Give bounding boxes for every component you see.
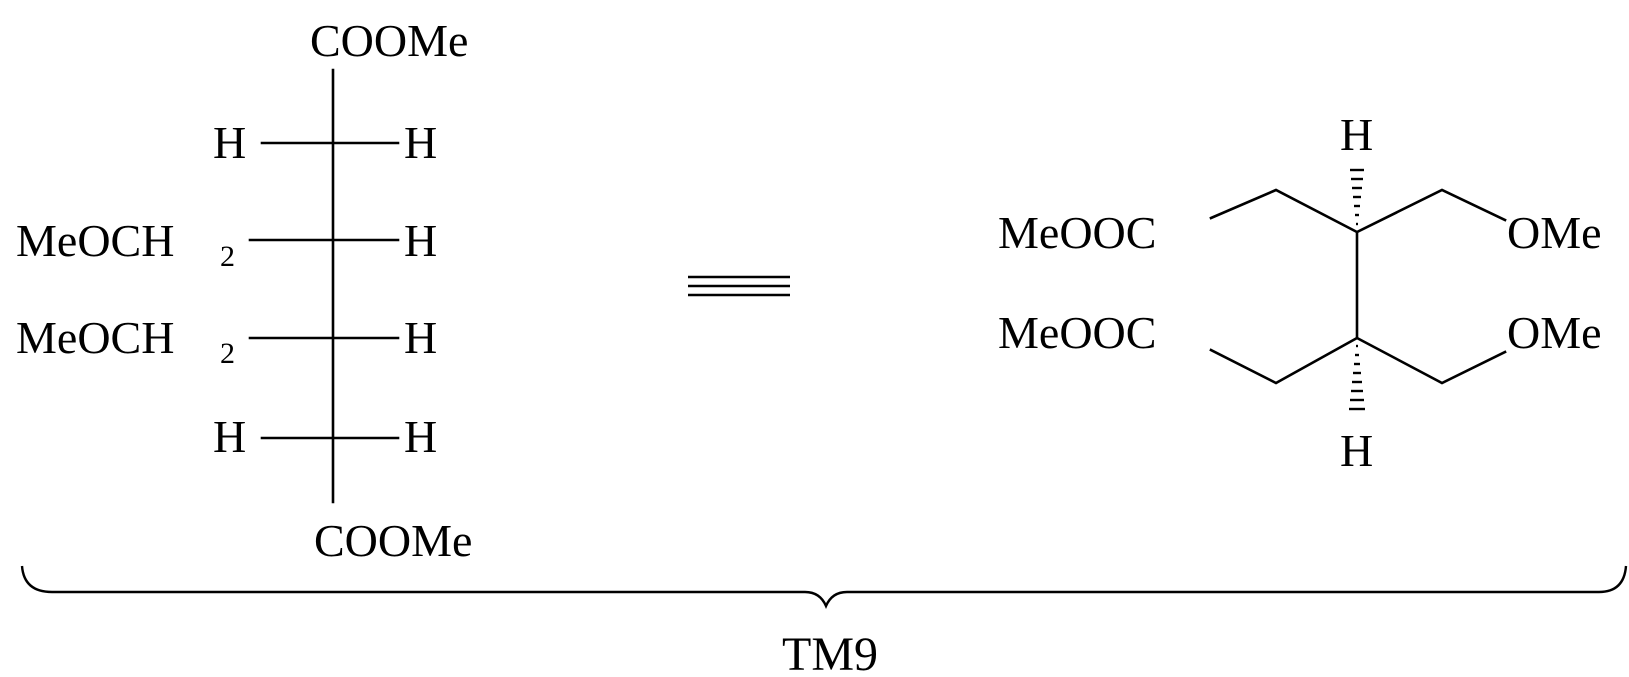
caption-label: TM9	[782, 628, 878, 677]
skeletal-top-left-group: MeOOC	[998, 207, 1156, 258]
fischer-row-1-left: H	[213, 117, 246, 168]
underbrace	[20, 565, 1628, 610]
fischer-projection: COOMe H H MeOCH 2 H MeOCH 2 H H H COOMe	[16, 15, 472, 566]
skeletal-top-right-group: OMe	[1507, 207, 1602, 258]
bottom-left-chain	[1209, 336, 1359, 385]
fischer-row-3-left-subscript: 2	[220, 337, 235, 370]
fischer-row-3-right: H	[404, 312, 437, 363]
fischer-row-2-left-subscript: 2	[220, 240, 235, 273]
top-left-chain	[1209, 188, 1359, 234]
identical-to-symbol	[688, 275, 790, 297]
fischer-top-group: COOMe	[310, 15, 468, 66]
skeletal-bottom-left-group: MeOOC	[998, 307, 1156, 358]
fischer-row-3-left: MeOCH	[16, 312, 174, 363]
top-right-chain	[1355, 188, 1507, 234]
fischer-bottom-group: COOMe	[314, 515, 472, 566]
skeletal-top-h: H	[1340, 109, 1373, 160]
fischer-row-2-right: H	[404, 215, 437, 266]
bottom-hashed-wedge	[1349, 344, 1365, 411]
fischer-row-4-left: H	[213, 411, 246, 462]
fischer-row-4-right: H	[404, 411, 437, 462]
fischer-row-2-left: MeOCH	[16, 215, 174, 266]
bottom-right-chain	[1355, 336, 1507, 385]
top-hashed-wedge	[1350, 168, 1364, 226]
skeletal-bottom-h: H	[1340, 425, 1373, 476]
fischer-row-1-right: H	[404, 117, 437, 168]
skeletal-structure: H H MeOOC MeOOC OMe OMe	[998, 109, 1602, 476]
skeletal-bottom-right-group: OMe	[1507, 307, 1602, 358]
